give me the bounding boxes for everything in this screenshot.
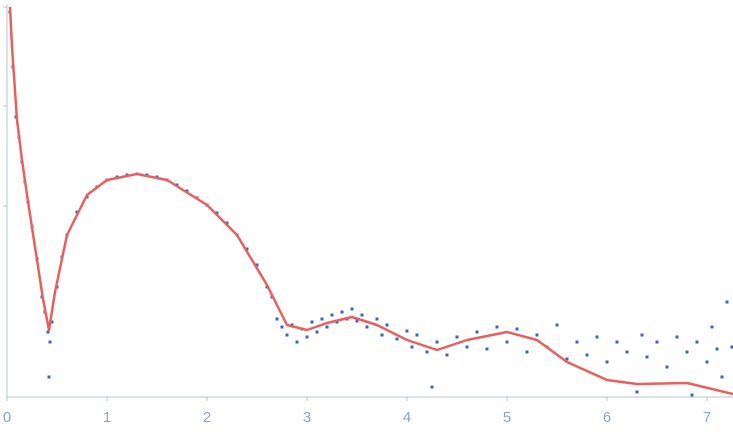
x-tick-label: 1: [103, 409, 111, 426]
data-point: [310, 320, 314, 324]
data-point: [615, 340, 619, 344]
data-point: [47, 375, 51, 379]
data-point: [695, 340, 699, 344]
data-point: [225, 221, 229, 225]
data-point: [435, 340, 439, 344]
data-point: [575, 340, 579, 344]
data-point: [410, 345, 414, 349]
data-point: [475, 330, 479, 334]
data-point: [430, 385, 434, 389]
data-point: [725, 300, 729, 304]
data-point: [730, 345, 733, 349]
data-point: [710, 325, 714, 329]
data-point: [525, 350, 529, 354]
data-point: [495, 325, 499, 329]
data-point: [355, 319, 359, 323]
data-point: [365, 325, 369, 329]
data-point: [705, 360, 709, 364]
data-point: [465, 345, 469, 349]
data-point: [350, 307, 354, 311]
data-point: [585, 353, 589, 357]
data-point: [215, 211, 219, 215]
x-tick-label: 5: [503, 409, 511, 426]
data-point: [640, 333, 644, 337]
data-point: [685, 350, 689, 354]
data-point: [330, 313, 334, 317]
data-point: [320, 317, 324, 321]
data-point: [335, 320, 339, 324]
data-point: [285, 333, 289, 337]
data-point: [665, 365, 669, 369]
x-tick-label: 7: [703, 409, 711, 426]
data-point: [295, 340, 299, 344]
data-point: [535, 333, 539, 337]
data-point: [445, 353, 449, 357]
data-point: [255, 263, 259, 267]
x-tick-label: 6: [603, 409, 611, 426]
data-point: [405, 329, 409, 333]
data-point: [720, 375, 724, 379]
x-tick-label: 3: [303, 409, 311, 426]
data-point: [340, 310, 344, 314]
data-point: [515, 327, 519, 331]
data-point: [46, 330, 50, 334]
data-point: [635, 390, 639, 394]
data-point: [380, 333, 384, 337]
data-point: [605, 360, 609, 364]
data-point: [48, 340, 52, 344]
data-point: [315, 330, 319, 334]
data-point: [185, 189, 189, 193]
data-point: [375, 317, 379, 321]
fit-line: [8, 6, 733, 396]
data-point: [415, 333, 419, 337]
data-point: [50, 320, 54, 324]
data-point: [280, 325, 284, 329]
data-point: [655, 340, 659, 344]
data-point: [455, 335, 459, 339]
data-point: [395, 337, 399, 341]
data-point: [305, 335, 309, 339]
data-point: [555, 323, 559, 327]
data-point: [245, 247, 249, 251]
data-point: [485, 347, 489, 351]
x-tick-label: 4: [403, 409, 411, 426]
data-point: [275, 317, 279, 321]
data-point: [385, 323, 389, 327]
data-point: [425, 350, 429, 354]
x-tick-label: 2: [203, 409, 211, 426]
data-point: [595, 335, 599, 339]
data-point: [675, 335, 679, 339]
data-point: [505, 340, 509, 344]
data-point: [625, 350, 629, 354]
data-point: [645, 355, 649, 359]
x-tick-label: 0: [3, 409, 11, 426]
data-point: [690, 393, 694, 397]
data-point: [565, 357, 569, 361]
data-point: [715, 347, 719, 351]
data-point: [360, 313, 364, 317]
data-point: [75, 210, 79, 214]
data-point: [325, 325, 329, 329]
